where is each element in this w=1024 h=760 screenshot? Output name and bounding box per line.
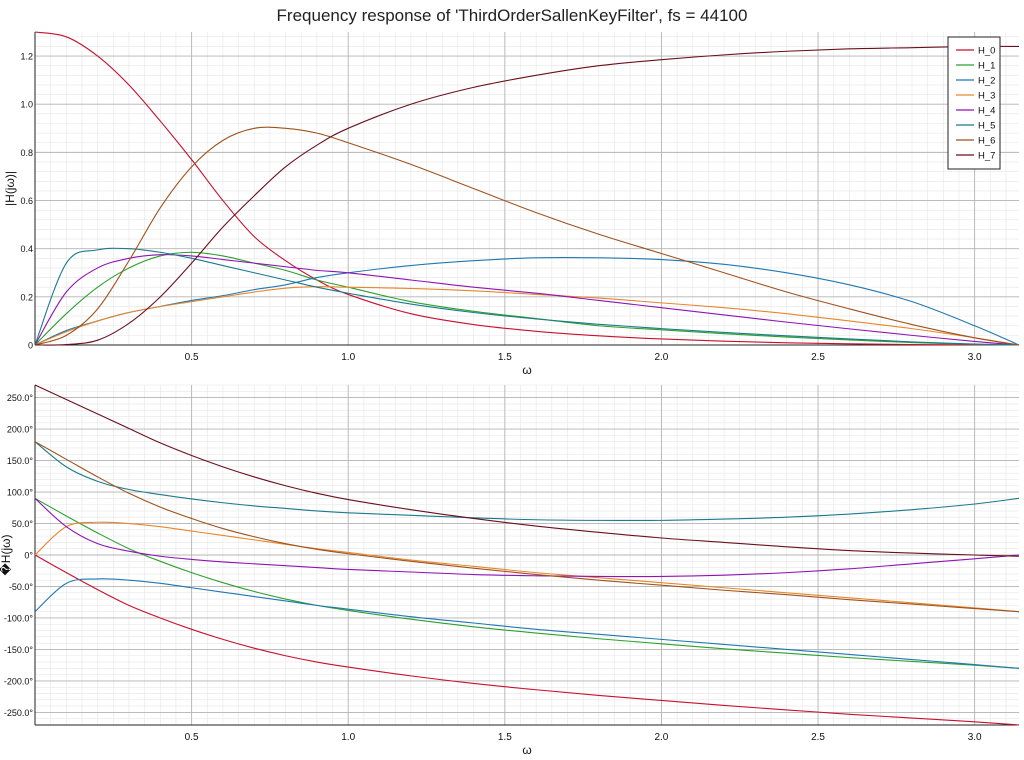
x-tick-label: 2.5 — [811, 732, 825, 743]
y-tick-label: 0.2 — [20, 292, 33, 302]
x-tick-label: 1.0 — [341, 732, 355, 743]
y-tick-label: -100.0° — [4, 613, 34, 623]
x-tick-label: 0.5 — [185, 352, 199, 363]
series-line-h-5 — [34, 247, 1020, 346]
legend-label: H_3 — [978, 91, 995, 102]
x-tick-label: 1.5 — [498, 352, 512, 363]
y-tick-label: 1.2 — [20, 52, 33, 62]
legend-label: H_1 — [978, 61, 995, 72]
y-tick-label: 150.0° — [7, 456, 34, 466]
y-tick-label: 200.0° — [7, 425, 34, 435]
series-line-h-3 — [34, 286, 1020, 346]
y-tick-label: 0 — [28, 341, 33, 351]
legend-label: H_4 — [978, 106, 995, 117]
legend-label: H_7 — [978, 151, 995, 162]
x-axis-label: ω — [522, 743, 531, 757]
y-tick-label: -200.0° — [4, 676, 34, 686]
y-tick-label: 1.0 — [20, 100, 33, 110]
legend-label: H_2 — [978, 76, 995, 87]
y-tick-label: 0.6 — [20, 196, 33, 206]
series-line-h-5 — [34, 441, 1020, 522]
series-line-h-1 — [34, 497, 1020, 669]
legend-label: H_6 — [978, 136, 995, 147]
y-tick-label: 50.0° — [12, 519, 34, 529]
series-line-h-3 — [34, 521, 1020, 613]
series-line-h-6 — [34, 126, 1020, 346]
x-tick-label: 1.5 — [498, 732, 512, 743]
y-tick-label: 0.8 — [20, 148, 33, 158]
x-tick-label: 3.0 — [968, 732, 982, 743]
magnitude-panel: 0.5 1.0 1.5 2.0 2.5 3.0 0 0.2 0.4 0.6 0.8 1.0 1.2 ω |H… — [3, 31, 1020, 377]
y-tick-label: -250.0° — [4, 708, 34, 718]
x-tick-label: 1.0 — [341, 352, 355, 363]
legend: H_0 H_1 H_2 H_3 H_4 H_5 H_6 H_7 — [947, 36, 1001, 170]
series-line-h-1 — [34, 251, 1020, 346]
y-axis-label: |H(jω)| — [3, 171, 17, 206]
series-line-h-0 — [34, 31, 1020, 346]
legend-label: H_0 — [978, 46, 995, 57]
series-line-h-2 — [34, 578, 1020, 669]
x-tick-label: 2.0 — [654, 352, 668, 363]
series-line-h-4 — [34, 497, 1020, 578]
x-tick-label: 3.0 — [968, 352, 982, 363]
y-tick-label: 0.4 — [20, 244, 33, 254]
y-tick-label: 0° — [24, 551, 33, 561]
y-tick-label: -150.0° — [4, 645, 34, 655]
x-tick-label: 2.5 — [811, 352, 825, 363]
series-line-h-7 — [34, 45, 1020, 346]
series-line-h-6 — [34, 441, 1020, 613]
x-axis-label: ω — [522, 363, 531, 377]
series-line-h-2 — [34, 257, 1020, 346]
series-line-h-0 — [34, 554, 1020, 726]
series-line-h-4 — [34, 254, 1020, 346]
legend-box — [947, 36, 1001, 170]
x-tick-label: 0.5 — [185, 732, 199, 743]
figure-title: Frequency response of 'ThirdOrderSallenK… — [276, 6, 748, 25]
x-tick-label: 2.0 — [654, 732, 668, 743]
series-line-h-7 — [34, 384, 1020, 557]
y-tick-label: 100.0° — [7, 488, 34, 498]
legend-label: H_5 — [978, 121, 995, 132]
y-axis-label: �H(jω) — [0, 534, 13, 575]
y-tick-label: -50.0° — [9, 582, 34, 592]
phase-panel: 0.5 1.0 1.5 2.0 2.5 3.0 -250.0° -200.0° -150.0° -… — [0, 384, 1020, 757]
y-tick-label: 250.0° — [7, 393, 34, 403]
